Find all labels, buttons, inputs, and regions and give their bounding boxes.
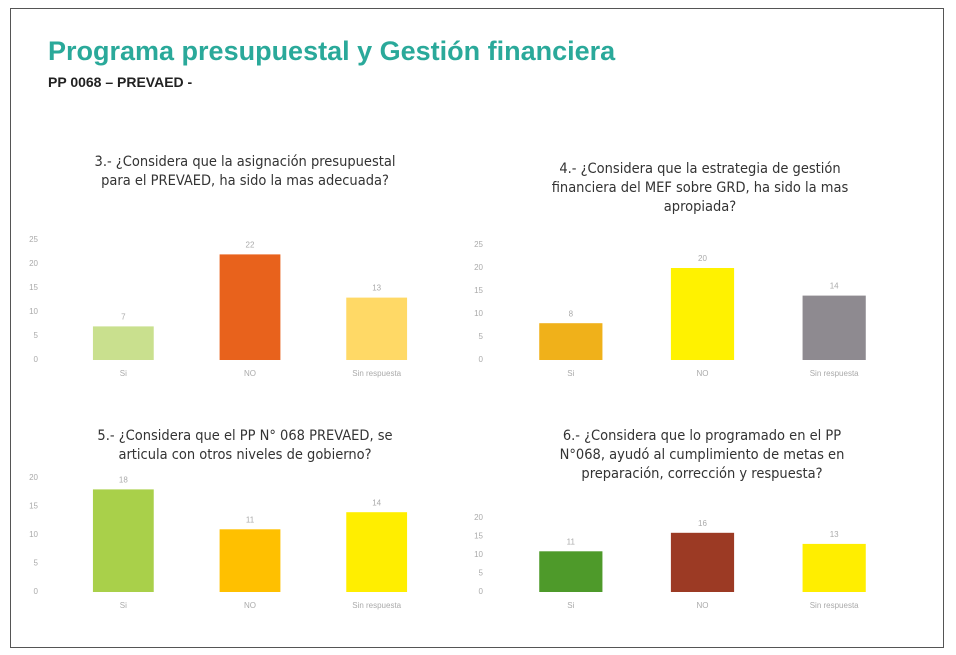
x-tick-label: Si (567, 369, 574, 378)
x-tick-label: NO (244, 369, 256, 378)
y-tick-label: 10 (474, 550, 483, 559)
y-tick-label: 20 (474, 263, 483, 272)
chart-title: 5.- ¿Considera que el PP N° 068 PREVAED,… (97, 428, 393, 463)
y-tick-label: 5 (34, 331, 39, 340)
data-label: 18 (119, 476, 128, 485)
bar (802, 543, 866, 592)
chart-title: 6.- ¿Considera que lo programado en el P… (559, 428, 845, 482)
y-tick-label: 15 (29, 283, 38, 292)
data-label: 11 (567, 537, 576, 546)
data-label: 22 (246, 241, 255, 250)
bar (92, 326, 154, 360)
bar (670, 268, 735, 360)
x-tick-label: Si (567, 601, 574, 610)
y-tick-label: 5 (479, 332, 484, 341)
bar (92, 489, 154, 592)
y-tick-label: 20 (29, 473, 38, 482)
data-label: 7 (121, 313, 126, 322)
x-tick-label: Sin respuesta (352, 601, 401, 610)
bar (539, 323, 603, 360)
data-label: 13 (830, 530, 839, 539)
x-tick-label: Si (120, 369, 127, 378)
y-tick-label: 15 (474, 286, 483, 295)
y-tick-label: 0 (34, 355, 39, 364)
bar (219, 529, 281, 592)
y-tick-label: 15 (29, 502, 38, 511)
data-label: 13 (372, 284, 381, 293)
data-label: 20 (698, 254, 707, 263)
slide-frame (10, 8, 944, 648)
chart-title: 3.- ¿Considera que la asignación presupu… (94, 154, 396, 189)
y-tick-label: 0 (479, 587, 484, 596)
data-label: 14 (372, 498, 381, 507)
bar (346, 512, 408, 592)
y-tick-label: 0 (34, 587, 39, 596)
y-tick-label: 5 (479, 569, 484, 578)
x-tick-label: NO (697, 601, 709, 610)
data-label: 16 (698, 519, 707, 528)
x-tick-label: Sin respuesta (352, 369, 401, 378)
y-tick-label: 10 (29, 530, 38, 539)
x-tick-label: Si (120, 601, 127, 610)
x-tick-label: Sin respuesta (810, 601, 859, 610)
bar (802, 295, 866, 360)
data-label: 14 (830, 282, 839, 291)
y-tick-label: 20 (29, 259, 38, 268)
data-label: 8 (569, 309, 574, 318)
y-tick-label: 15 (474, 532, 483, 541)
chart-title: 4.- ¿Considera que la estrategia de gest… (551, 161, 849, 215)
bar (670, 532, 735, 592)
y-tick-label: 25 (29, 235, 38, 244)
bar (219, 254, 281, 360)
slide-title: Programa presupuestal y Gestión financie… (48, 36, 616, 66)
bar (539, 551, 603, 592)
y-tick-label: 10 (474, 309, 483, 318)
y-tick-label: 25 (474, 240, 483, 249)
x-tick-label: Sin respuesta (810, 369, 859, 378)
y-tick-label: 20 (474, 513, 483, 522)
bar (346, 297, 408, 360)
data-label: 11 (246, 515, 255, 524)
x-tick-label: NO (697, 369, 709, 378)
slide-subtitle: PP 0068 – PREVAED - (48, 74, 193, 90)
y-tick-label: 5 (34, 559, 39, 568)
y-tick-label: 10 (29, 307, 38, 316)
x-tick-label: NO (244, 601, 256, 610)
y-tick-label: 0 (479, 355, 484, 364)
